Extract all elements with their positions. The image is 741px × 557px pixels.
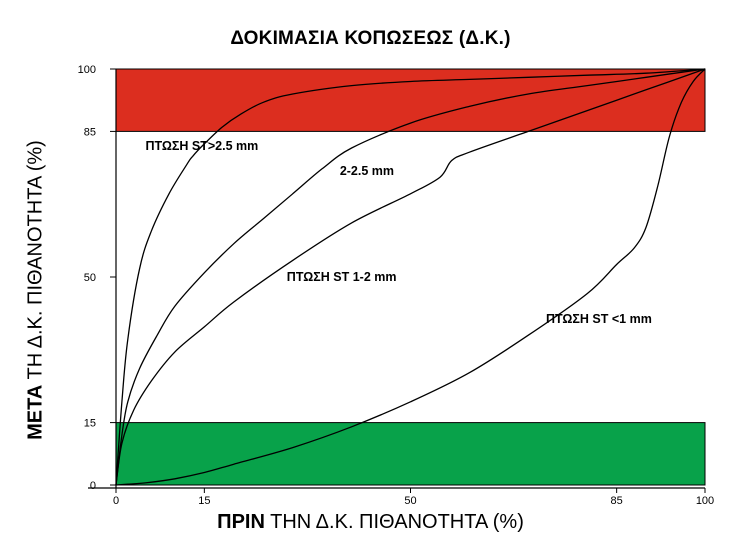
x-axis-label-bold: ΠΡΙΝ: [217, 511, 265, 533]
x-axis-label: ΠΡΙΝ ΤΗΝ Δ.Κ. ΠΙΘΑΝΟΤΗΤΑ (%): [0, 511, 741, 534]
x-tick-label-0: 0: [113, 495, 119, 507]
chart-title: ΔΟΚΙΜΑΣΙΑ ΚΟΠΩΣΕΩΣ (Δ.Κ.): [230, 28, 511, 49]
x-tick-label-1: 15: [198, 495, 210, 507]
series-line-3: [115, 68, 706, 486]
y-tick-label-4: 100: [78, 64, 96, 76]
x-axis-label-rest: ΤΗΝ Δ.Κ. ΠΙΘΑΝΟΤΗΤΑ (%): [270, 511, 524, 533]
x-tick-label-4: 100: [696, 495, 714, 507]
y-tick-label-1: 15: [84, 418, 96, 430]
x-tick-label-2: 50: [404, 495, 416, 507]
series-annotation-1: 2-2.5 mm: [340, 164, 394, 178]
series-line-1: [115, 68, 706, 486]
x-tick-label-3: 85: [611, 495, 623, 507]
series-line-0: [115, 68, 706, 486]
series-line-2: [115, 68, 706, 486]
series-annotation-3: ΠΤΩΣΗ ST <1 mm: [546, 312, 652, 326]
y-tick-label-2: 50: [84, 272, 96, 284]
band-0: [115, 68, 706, 132]
series-annotation-2: ΠΤΩΣΗ ST 1-2 mm: [287, 270, 397, 284]
y-tick-label-0: 0: [90, 480, 96, 492]
y-tick-label-3: 85: [84, 126, 96, 138]
band-1: [115, 422, 706, 486]
series-annotation-0: ΠΤΩΣΗ ST>2.5 mm: [145, 139, 258, 153]
